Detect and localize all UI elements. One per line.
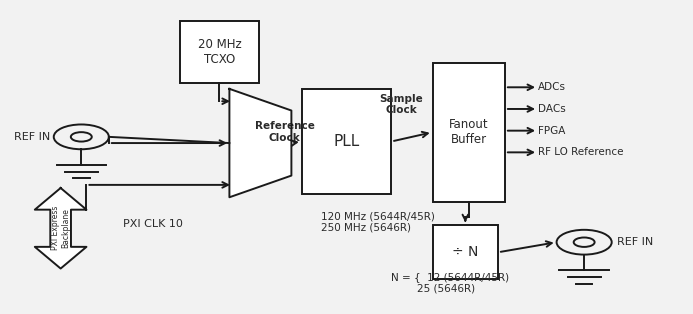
Text: PXI CLK 10: PXI CLK 10 <box>123 219 182 229</box>
Text: 120 MHz (5644R/45R)
250 MHz (5646R): 120 MHz (5644R/45R) 250 MHz (5646R) <box>321 211 435 233</box>
Text: N = {  12 (5644R/45R)
        25 (5646R): N = { 12 (5644R/45R) 25 (5646R) <box>392 272 509 293</box>
Polygon shape <box>35 188 87 268</box>
Text: REF IN: REF IN <box>617 237 653 247</box>
Text: ÷ N: ÷ N <box>452 245 478 259</box>
Bar <box>432 225 498 279</box>
Bar <box>432 62 505 202</box>
Text: FPGA: FPGA <box>538 126 565 136</box>
Bar <box>179 21 259 83</box>
Bar <box>301 89 392 194</box>
Text: Fanout
Buffer: Fanout Buffer <box>449 118 489 146</box>
Text: 20 MHz
TCXO: 20 MHz TCXO <box>198 38 241 66</box>
Text: Reference
Clock: Reference Clock <box>254 122 315 143</box>
Polygon shape <box>229 89 291 197</box>
Text: RF LO Reference: RF LO Reference <box>538 147 624 157</box>
Text: PXI Express
Backplane: PXI Express Backplane <box>51 206 70 251</box>
Text: PLL: PLL <box>333 134 360 149</box>
Text: ADCs: ADCs <box>538 82 566 92</box>
Text: Sample
Clock: Sample Clock <box>380 94 423 115</box>
Text: REF IN: REF IN <box>15 132 51 142</box>
Text: DACs: DACs <box>538 104 565 114</box>
